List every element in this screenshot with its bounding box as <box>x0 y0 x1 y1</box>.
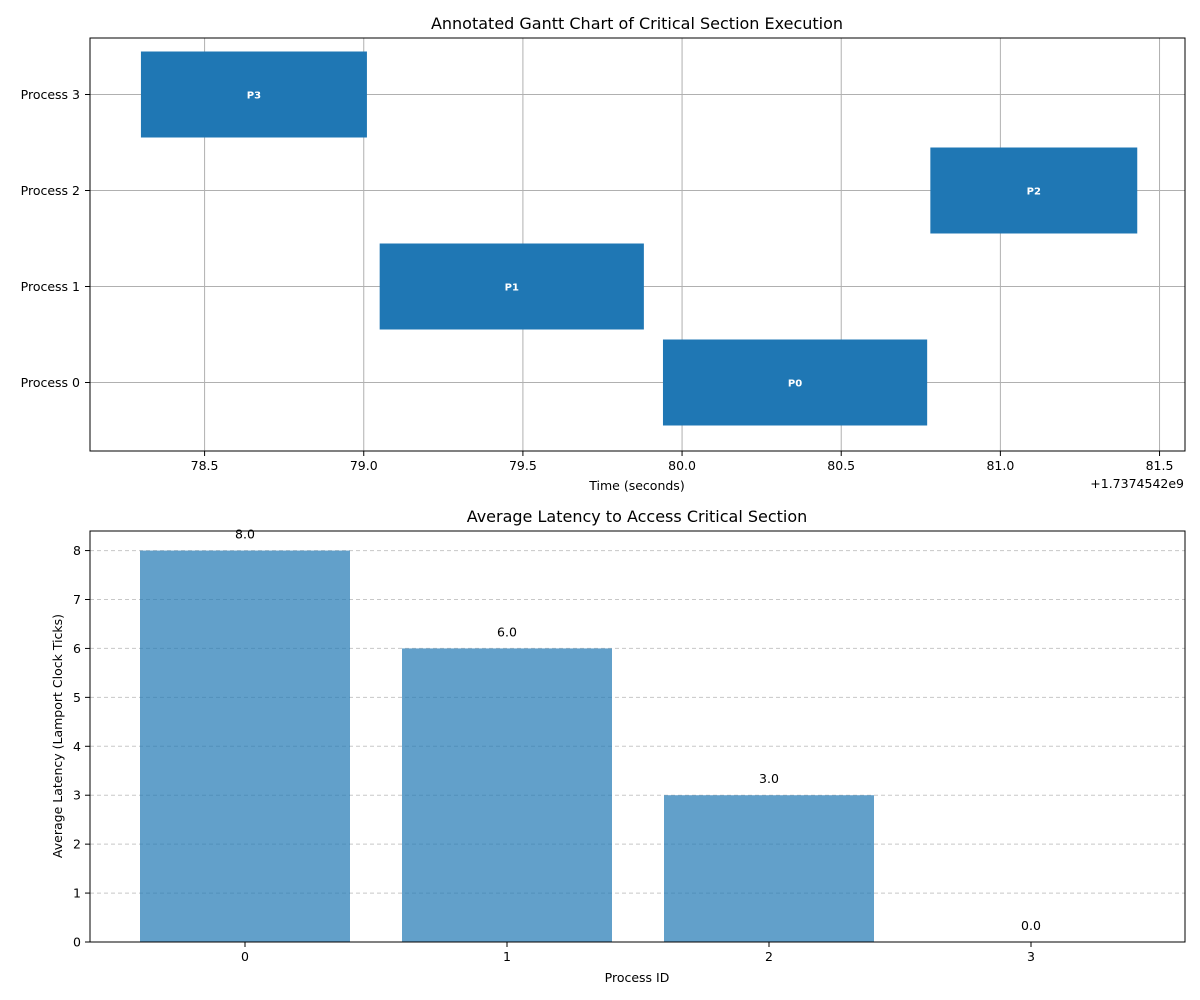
latency-x-tick-label: 0 <box>241 949 249 964</box>
gantt-x-tick-label: 81.5 <box>1146 458 1174 473</box>
gantt-plot-frame <box>89 37 1186 452</box>
latency-plot-frame <box>89 530 1186 943</box>
latency-value-label: 6.0 <box>497 624 517 639</box>
gantt-x-tick-label: 81.0 <box>986 458 1014 473</box>
latency-x-tick-label: 2 <box>765 949 773 964</box>
latency-chart: Average Latency to Access Critical Secti… <box>50 507 1186 985</box>
gantt-bar-label: P2 <box>1027 187 1041 198</box>
latency-y-tick-label: 8 <box>73 543 81 558</box>
gantt-x-tick-label: 80.5 <box>827 458 855 473</box>
latency-y-tick-label: 0 <box>73 935 81 950</box>
gantt-bar <box>930 147 1138 234</box>
gantt-x-ticks: 78.5 79.0 79.5 80.0 80.5 81.0 81.5 <box>191 451 1174 473</box>
gantt-bar-label: P1 <box>505 283 519 294</box>
gantt-bar <box>140 51 367 138</box>
latency-y-tick-label: 3 <box>73 788 81 803</box>
gantt-x-tick-label: 80.0 <box>668 458 696 473</box>
gantt-x-tick-label: 79.0 <box>350 458 378 473</box>
latency-y-tick-label: 6 <box>73 641 81 656</box>
latency-bar <box>402 648 612 942</box>
latency-x-axis-label: Process ID <box>605 970 670 985</box>
latency-value-label: 0.0 <box>1021 918 1041 933</box>
latency-value-label: 8.0 <box>235 527 255 542</box>
latency-value-label: 3.0 <box>759 771 779 786</box>
latency-y-tick-label: 4 <box>73 739 81 754</box>
gantt-y-tick-label: Process 3 <box>21 87 80 102</box>
latency-x-ticks: 0 1 2 3 <box>241 942 1035 964</box>
latency-title: Average Latency to Access Critical Secti… <box>467 507 808 526</box>
latency-y-ticks: 0 1 2 3 4 5 6 7 8 <box>73 543 90 950</box>
latency-y-tick-label: 5 <box>73 690 81 705</box>
gantt-x-offset-label: +1.7374542e9 <box>1090 476 1184 491</box>
latency-y-tick-label: 2 <box>73 837 81 852</box>
gantt-y-tick-label: Process 2 <box>21 183 80 198</box>
latency-y-tick-label: 1 <box>73 886 81 901</box>
gantt-bar <box>379 243 644 330</box>
gantt-x-axis-label: Time (seconds) <box>588 478 684 493</box>
latency-value-labels: 8.0 6.0 3.0 0.0 <box>235 527 1041 933</box>
gantt-bar-label: P3 <box>247 91 261 102</box>
gantt-y-tick-label: Process 0 <box>21 375 80 390</box>
gantt-chart: Annotated Gantt Chart of Critical Sectio… <box>21 14 1186 493</box>
gantt-title: Annotated Gantt Chart of Critical Sectio… <box>431 14 843 33</box>
gantt-bar-label: P0 <box>788 379 802 390</box>
latency-x-tick-label: 1 <box>503 949 511 964</box>
gantt-x-tick-label: 78.5 <box>191 458 219 473</box>
gantt-y-ticks: Process 0 Process 1 Process 2 Process 3 <box>21 87 90 390</box>
gantt-y-tick-label: Process 1 <box>21 279 80 294</box>
latency-x-tick-label: 3 <box>1027 949 1035 964</box>
latency-bar <box>664 795 874 942</box>
gantt-bars: P3 P1 P0 P2 <box>140 51 1138 426</box>
gantt-x-tick-label: 79.5 <box>509 458 537 473</box>
latency-bars <box>140 550 874 942</box>
latency-y-tick-label: 7 <box>73 592 81 607</box>
latency-y-axis-label: Average Latency (Lamport Clock Ticks) <box>50 614 65 858</box>
latency-bar <box>140 550 350 942</box>
gantt-bar <box>662 339 928 426</box>
